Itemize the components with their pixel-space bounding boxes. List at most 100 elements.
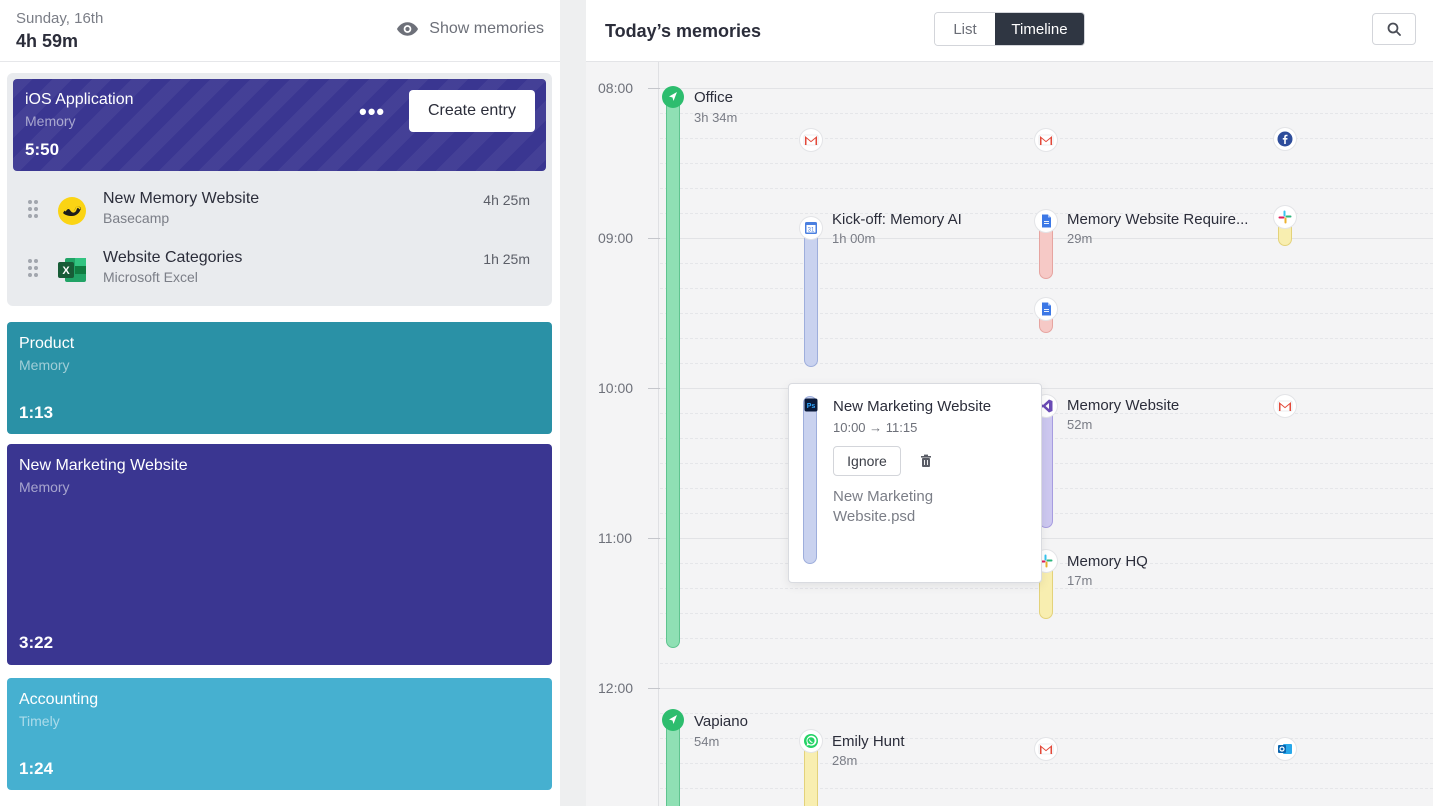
trash-icon[interactable] — [917, 452, 935, 470]
event-popover: Ps New Marketing Website 10:00 → 11:15 I… — [788, 383, 1042, 583]
memory-item-new-memory-website[interactable]: New Memory Website Basecamp 4h 25m — [24, 190, 538, 240]
drag-handle-icon[interactable] — [28, 200, 38, 220]
event-bar-kickoff[interactable] — [804, 217, 818, 367]
google-calendar-icon: 31 — [800, 217, 822, 239]
view-switcher: List Timeline — [934, 12, 1085, 46]
gmail-icon[interactable] — [1274, 395, 1296, 417]
popover-file-name: New Marketing Website.psd — [833, 488, 934, 525]
search-icon — [1387, 22, 1401, 36]
event-duration-office: 3h 34m — [694, 110, 738, 125]
gridline — [660, 788, 1433, 789]
event-title-office: Office — [694, 89, 733, 106]
popover-title: New Marketing Website — [833, 398, 992, 415]
memory-item-duration: 1h 25m — [483, 251, 530, 267]
hour-gridline — [660, 688, 1433, 689]
timeline-header: Today’s memories List Timeline — [586, 0, 1433, 62]
search-button[interactable] — [1372, 13, 1416, 45]
hour-label: 10:00 — [598, 380, 634, 396]
entry-time: 3:22 — [19, 633, 54, 652]
create-entry-button[interactable]: Create entry — [409, 90, 535, 132]
outlook-icon[interactable] — [1274, 738, 1296, 760]
gridline — [660, 288, 1433, 289]
entry-card-ios-application[interactable]: iOS Application Memory 5:50 ••• Create e… — [13, 79, 546, 171]
basecamp-icon — [56, 195, 88, 227]
entry-title: Product — [19, 335, 75, 352]
event-duration-requirements: 29m — [1067, 231, 1093, 246]
event-title-vapiano: Vapiano — [694, 713, 748, 730]
hour-tick — [648, 238, 660, 239]
location-bar-office[interactable] — [666, 88, 680, 648]
gridline — [660, 188, 1433, 189]
memory-item-title: New Memory Website — [103, 190, 260, 207]
entry-subtitle: Timely — [19, 713, 60, 729]
event-title-emily: Emily Hunt — [832, 733, 905, 750]
event-title-memory-hq: Memory HQ — [1067, 553, 1148, 570]
hour-tick — [648, 538, 660, 539]
svg-text:31: 31 — [808, 228, 815, 234]
event-title-memory-website: Memory Website — [1067, 397, 1180, 414]
memory-item-app: Microsoft Excel — [103, 269, 198, 285]
facebook-icon[interactable] — [1274, 128, 1296, 150]
excel-icon: X — [56, 254, 88, 286]
memory-item-duration: 4h 25m — [483, 192, 530, 208]
event-title-kickoff: Kick-off: Memory AI — [832, 211, 962, 228]
hour-gridline — [660, 88, 1433, 89]
hour-label: 11:00 — [598, 530, 632, 546]
drag-handle-icon[interactable] — [28, 259, 38, 279]
show-memories-toggle[interactable]: Show memories — [396, 20, 544, 38]
entry-title: Accounting — [19, 691, 99, 708]
google-docs-icon — [1035, 298, 1057, 320]
memory-item-title: Website Categories — [103, 249, 243, 266]
memory-item-app: Basecamp — [103, 210, 170, 226]
gmail-icon[interactable] — [800, 129, 822, 151]
google-docs-icon — [1035, 210, 1057, 232]
event-duration-memory-hq: 17m — [1067, 573, 1093, 588]
hour-tick — [648, 388, 660, 389]
page-title: Today’s memories — [605, 21, 762, 41]
view-timeline-button[interactable]: Timeline — [995, 13, 1084, 45]
photoshop-icon: Ps — [800, 394, 822, 416]
memories-panel: Sunday, 16th 4h 59m Show memories iOS Ap… — [0, 0, 560, 806]
gridline — [660, 163, 1433, 164]
gridline — [660, 338, 1433, 339]
timeline-axis — [658, 62, 659, 806]
view-list-button[interactable]: List — [935, 13, 995, 45]
event-duration-kickoff: 1h 00m — [832, 231, 876, 246]
event-title-requirements: Memory Website Require... — [1067, 211, 1249, 228]
gmail-icon[interactable] — [1035, 129, 1057, 151]
entry-card-accounting[interactable]: Accounting Timely 1:24 — [7, 678, 552, 790]
entry-subtitle: Memory — [19, 479, 70, 495]
event-duration-vapiano: 54m — [694, 734, 720, 749]
entry-card-product[interactable]: Product Memory 1:13 — [7, 322, 552, 434]
popover-time-range: 10:00 → 11:15 — [833, 420, 918, 435]
day-header: Sunday, 16th 4h 59m Show memories — [0, 0, 560, 62]
gridline — [660, 638, 1433, 639]
day-date: Sunday, 16th — [16, 10, 104, 27]
hour-tick — [648, 88, 660, 89]
gridline — [660, 113, 1433, 114]
memory-item-website-categories[interactable]: X Website Categories Microsoft Excel 1h … — [24, 249, 538, 299]
gridline — [660, 713, 1433, 714]
event-duration-memory-website: 52m — [1067, 417, 1093, 432]
ignore-button[interactable]: Ignore — [833, 446, 901, 476]
location-arrow-icon — [662, 86, 684, 108]
location-arrow-icon — [662, 709, 684, 731]
hour-tick — [648, 688, 660, 689]
slack-icon — [1274, 206, 1296, 228]
more-options-button[interactable]: ••• — [359, 99, 386, 124]
entry-subtitle: Memory — [25, 113, 76, 129]
eye-icon — [397, 22, 419, 36]
entry-card-new-marketing-website[interactable]: New Marketing Website Memory 3:22 — [7, 444, 552, 665]
hour-label: 09:00 — [598, 230, 634, 246]
day-total: 4h 59m — [16, 31, 79, 51]
gridline — [660, 363, 1433, 364]
hour-label: 12:00 — [598, 680, 634, 696]
gmail-icon[interactable] — [1035, 738, 1057, 760]
timeline-panel: Today’s memories List Timeline 08:00 09:… — [586, 0, 1433, 806]
gridline — [660, 763, 1433, 764]
entry-time: 1:24 — [19, 759, 54, 778]
svg-text:X: X — [62, 265, 70, 277]
entry-time: 1:13 — [19, 403, 54, 422]
hour-label: 08:00 — [598, 80, 634, 96]
whatsapp-icon — [800, 730, 822, 752]
